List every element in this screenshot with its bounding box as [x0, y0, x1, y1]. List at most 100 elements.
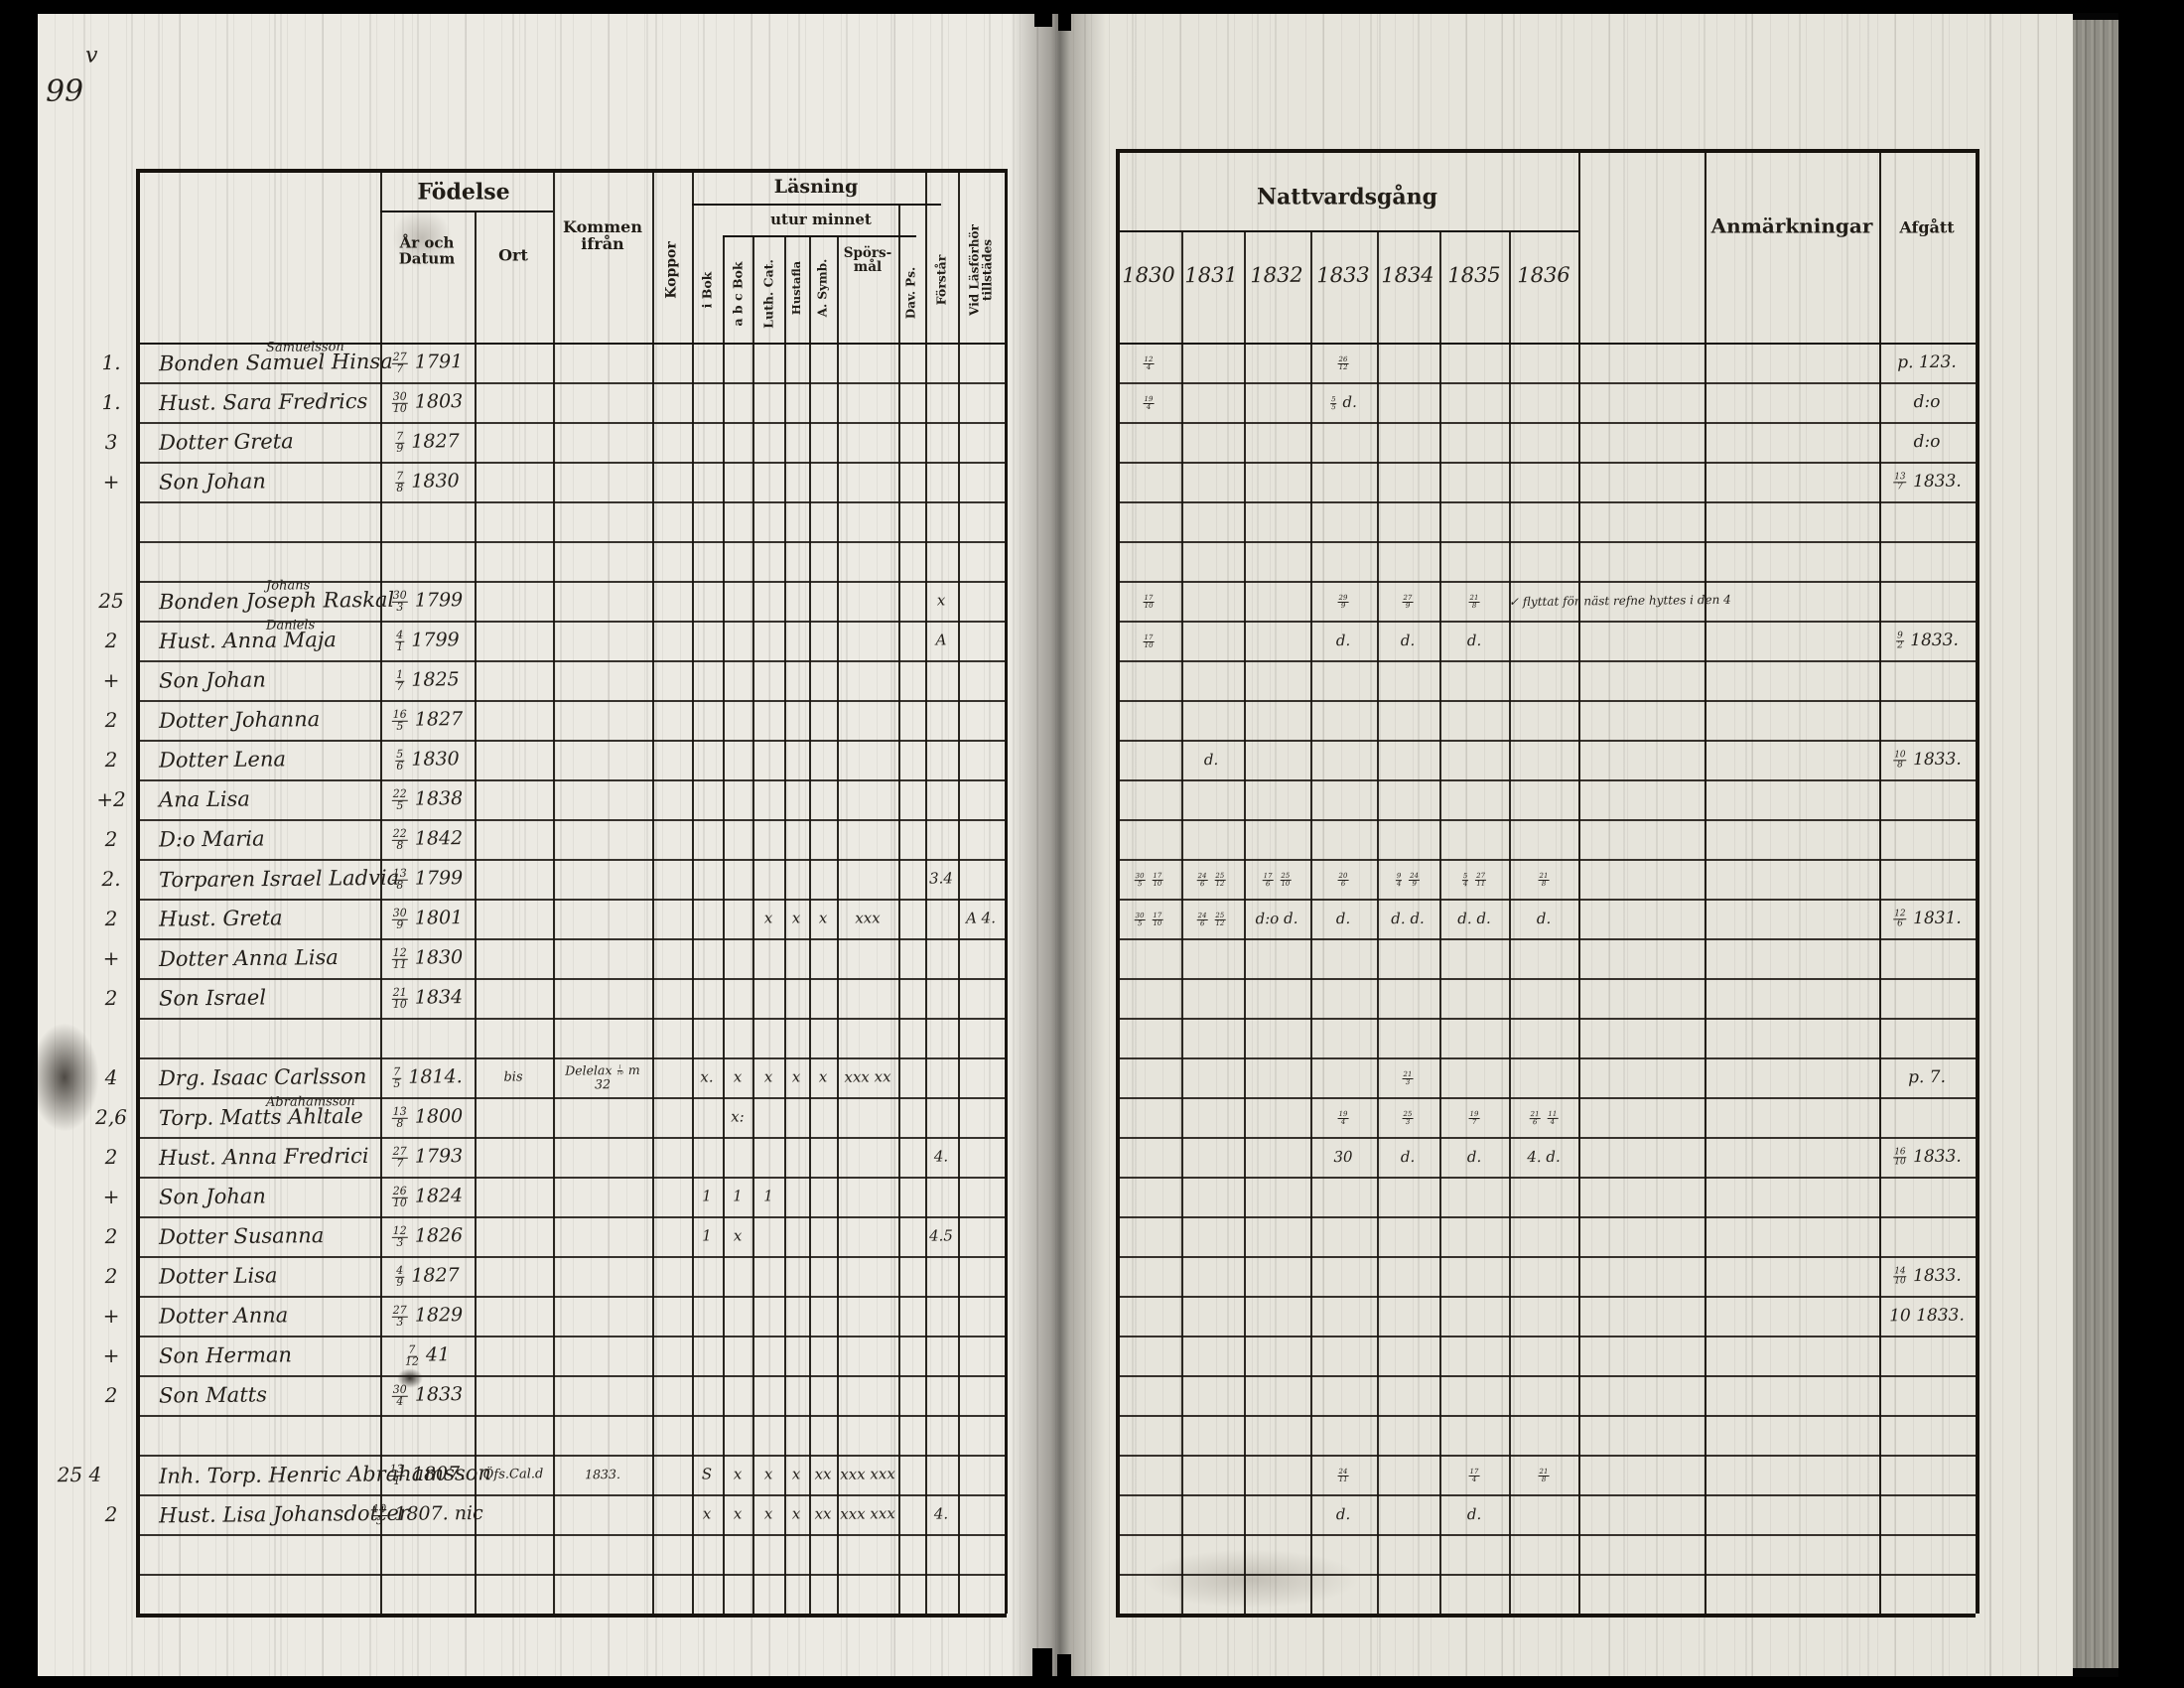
communion-mark: 26 12 — [1337, 354, 1349, 371]
reading-mark: x — [791, 1504, 801, 1523]
person-name: Torparen Israel Ladvia — [158, 865, 400, 893]
birth-date: 27 3 1829 — [391, 1303, 464, 1329]
reading-mark: xx — [814, 1504, 832, 1523]
departure-note: d:o — [1913, 391, 1941, 413]
grid-line — [1116, 382, 1976, 384]
header-kommen-ifran: Kommen ifrån — [563, 217, 642, 253]
ink-blot — [397, 1368, 423, 1388]
grid-line — [1116, 501, 1976, 503]
grid-line — [380, 169, 382, 1614]
header-ort: Ort — [498, 245, 528, 265]
grid-line — [1439, 230, 1441, 1614]
grid-line — [1116, 899, 1976, 901]
header-forstar: Förstår — [933, 254, 949, 306]
grid-line — [1005, 169, 1008, 1614]
person-name: Son Herman — [158, 1342, 293, 1368]
birth-date: 30 9 1801 — [391, 906, 464, 931]
header-hustafla: Hustafla — [788, 260, 803, 316]
birth-date: 13 1 1807. — [388, 1462, 467, 1487]
reading-mark: x. — [700, 1067, 714, 1086]
grid-line — [1116, 819, 1976, 821]
communion-mark: 17 4 — [1468, 1467, 1480, 1483]
margin-mark: 1. — [101, 389, 121, 415]
book-gutter-shadow — [1011, 14, 1106, 1676]
communion-mark: d. d. — [1391, 909, 1425, 928]
grid-line — [1116, 1018, 1976, 1020]
birth-date: 26 10 1824 — [391, 1184, 464, 1209]
grid-line — [136, 621, 1005, 623]
grid-line — [1116, 422, 1976, 424]
header-a-symb: A. Symb. — [815, 258, 830, 318]
corner-squiggle: v — [84, 43, 98, 69]
communion-mark: 17 10 — [1143, 593, 1155, 610]
grid-line — [1116, 1216, 1976, 1218]
reading-mark: x — [936, 591, 946, 610]
grid-line — [1116, 1375, 1976, 1377]
grid-line — [692, 204, 941, 206]
reading-mark: x — [763, 1504, 773, 1523]
departure-note: p. 7. — [1907, 1066, 1947, 1088]
reading-mark: A — [935, 631, 947, 649]
scan-border-top — [0, 0, 2184, 13]
grid-line — [1116, 1296, 1976, 1298]
birth-date: 30 4 1833 — [391, 1382, 464, 1408]
grid-line — [1705, 149, 1707, 1614]
communion-mark: 19 4 — [1337, 1109, 1349, 1126]
grid-line — [1116, 1256, 1976, 1258]
margin-mark: + — [102, 1184, 120, 1209]
reading-mark: xxx — [855, 909, 881, 927]
reading-mark: x — [791, 1067, 801, 1086]
header-koppor: Koppor — [663, 241, 680, 299]
communion-mark: d. — [1335, 909, 1351, 928]
person-name: Ana Lisa — [158, 786, 250, 812]
reading-mark: xxx xx — [844, 1067, 891, 1086]
reading-mark: x: — [731, 1107, 745, 1126]
margin-mark: 25 — [98, 588, 124, 614]
grid-line — [1116, 1137, 1976, 1139]
margin-mark: 2 — [104, 826, 118, 852]
grid-line — [136, 581, 1005, 583]
birth-date: 27 7 1791 — [391, 350, 464, 375]
grid-line — [1116, 343, 1976, 346]
grid-line — [1116, 779, 1976, 781]
grid-line — [136, 859, 1005, 861]
margin-mark: + — [102, 469, 120, 494]
grid-line — [1116, 462, 1976, 464]
birth-date: 13 8 1799 — [391, 866, 464, 892]
communion-mark: 4. d. — [1527, 1147, 1561, 1167]
page-edge-stack — [2073, 20, 2118, 1668]
grid-line — [925, 169, 927, 1614]
grid-line — [136, 541, 1005, 543]
grid-line — [136, 779, 1005, 781]
reading-mark: 1 — [763, 1187, 773, 1205]
grid-line — [1116, 1097, 1976, 1099]
grid-line — [136, 660, 1005, 662]
grid-line — [136, 343, 1005, 346]
grid-line — [136, 1018, 1005, 1020]
grid-line — [1116, 660, 1976, 662]
grid-line — [692, 169, 694, 1614]
communion-mark: 30 — [1333, 1147, 1353, 1167]
header-dav-ps: Dav. Ps. — [903, 266, 918, 320]
communion-mark: 19 7 — [1468, 1109, 1480, 1126]
communion-mark: 21 6 11 4 — [1529, 1109, 1559, 1126]
grid-line — [136, 1375, 1005, 1377]
communion-mark: 21 8 — [1468, 593, 1480, 610]
birth-date: 27 7 1793 — [391, 1144, 464, 1170]
grid-line — [136, 382, 1005, 384]
margin-mark: 2 — [104, 906, 118, 931]
communion-mark: d. — [1335, 1504, 1351, 1524]
year-label: 1833 — [1316, 262, 1370, 288]
grid-line — [1116, 700, 1976, 702]
year-label: 1835 — [1447, 262, 1501, 288]
communion-mark: d. — [1466, 631, 1482, 650]
header-lasning: Läsning — [773, 176, 859, 199]
person-name: Drg. Isaac Carlsson — [158, 1063, 367, 1091]
grid-line — [136, 1256, 1005, 1258]
communion-mark: 29 9 — [1337, 593, 1349, 610]
grid-line — [1116, 1415, 1976, 1417]
